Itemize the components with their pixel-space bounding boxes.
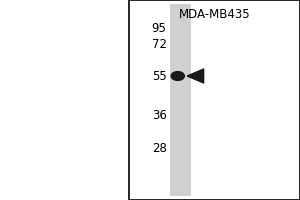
Bar [129,0,300,200]
Text: 72: 72 [152,38,166,50]
Circle shape [171,72,184,80]
Bar [170,4,190,196]
Text: 28: 28 [152,142,167,154]
Text: 95: 95 [152,21,167,34]
Text: MDA-MB435: MDA-MB435 [179,8,250,21]
Text: 55: 55 [152,70,167,82]
Text: 36: 36 [152,109,167,122]
Polygon shape [187,69,204,83]
